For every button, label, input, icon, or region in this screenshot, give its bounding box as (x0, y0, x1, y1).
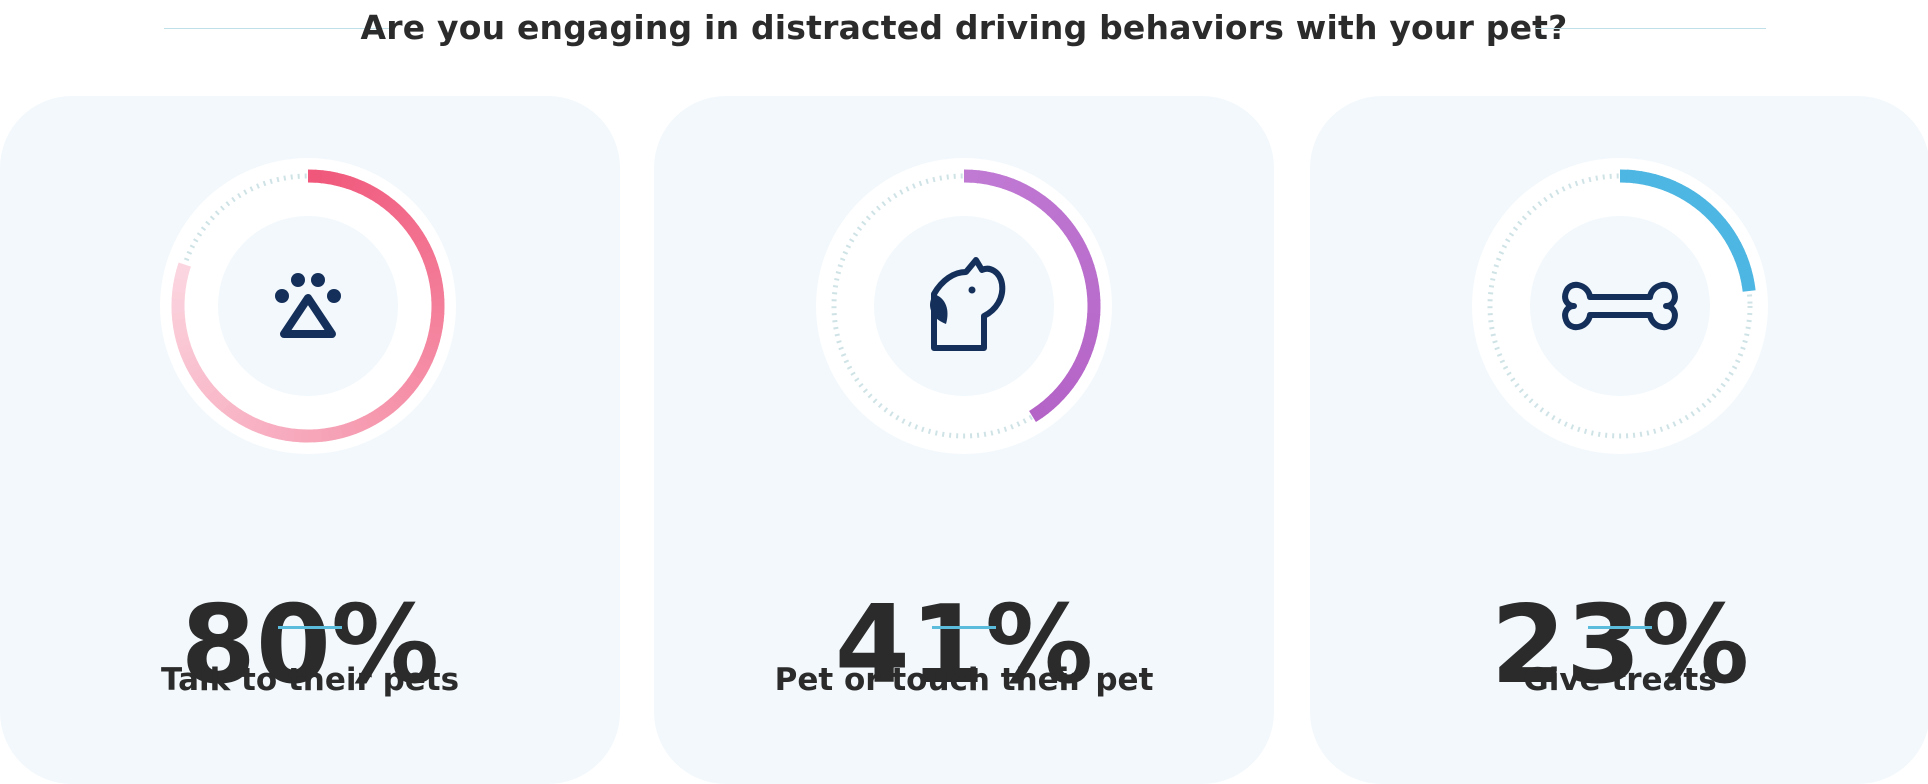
stat-card-treats: 23% Give treats (1310, 96, 1928, 784)
stat-card-talk: 80% Talk to their pets (0, 96, 620, 784)
ring-track (1487, 173, 1753, 439)
arc-group (963, 169, 1101, 423)
percent-value: 41% (834, 583, 1094, 708)
percent-value: 80% (180, 583, 440, 708)
accent-underline (932, 626, 996, 629)
ring-center (874, 216, 1054, 396)
donut-chart-talk (160, 158, 456, 454)
stat-card-pet: 41% Pet or touch their pet (654, 96, 1274, 784)
progress-arc-segment (176, 262, 191, 275)
arc-group (1619, 169, 1756, 292)
donut-chart-treats (1472, 158, 1768, 454)
title-row: Are you engaging in distracted driving b… (0, 0, 1928, 58)
title-divider-right (1536, 28, 1766, 29)
accent-underline (1588, 626, 1652, 629)
arc-group (171, 169, 445, 443)
dog-icon (930, 257, 1006, 351)
progress-arc-segment (1741, 281, 1756, 292)
accent-underline (278, 626, 342, 629)
ring-center (1530, 216, 1710, 396)
progress-arc-segment (1029, 406, 1044, 423)
percent-value: 23% (1490, 583, 1750, 708)
stat-label: Give treats (1523, 662, 1717, 698)
chart-title: Are you engaging in distracted driving b… (360, 8, 1568, 47)
title-divider-left (164, 28, 394, 29)
donut-chart-pet (816, 158, 1112, 454)
stat-label: Pet or touch their pet (774, 662, 1154, 698)
bone-icon (1562, 281, 1678, 331)
ring-center (218, 216, 398, 396)
paw-icon (275, 273, 341, 338)
stat-label: Talk to their pets (160, 662, 460, 698)
